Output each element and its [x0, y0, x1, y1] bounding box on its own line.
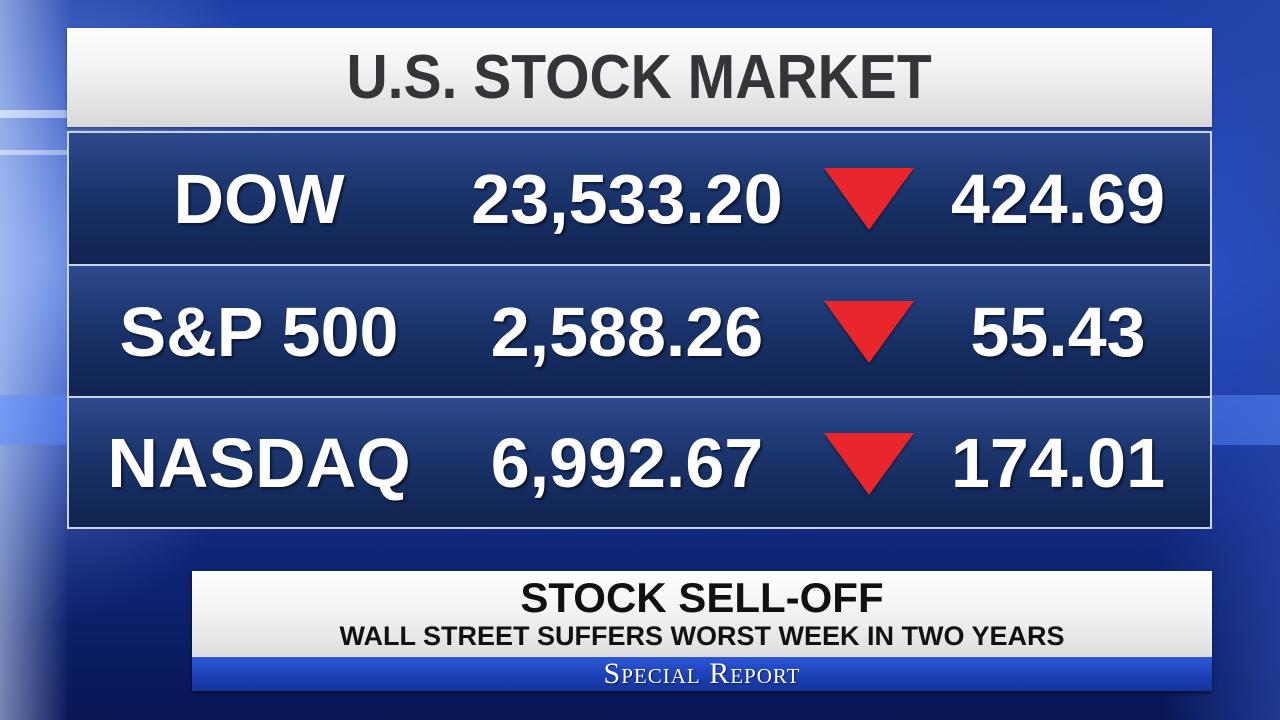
board-title-bar: U.S. STOCK MARKET [67, 28, 1212, 127]
index-value: 2,588.26 [490, 292, 764, 371]
index-row-nasdaq: NASDAQ 6,992.67 174.01 [69, 398, 1210, 527]
lower-third-subheadline: WALL STREET SUFFERS WORST WEEK IN TWO YE… [339, 621, 1065, 651]
down-arrow-icon [824, 168, 914, 230]
index-row-dow: DOW 23,533.20 424.69 [69, 133, 1210, 264]
row-divider [69, 396, 1210, 398]
show-name: Special Report [603, 657, 801, 690]
lower-third-banner: STOCK SELL-OFF WALL STREET SUFFERS WORST… [192, 571, 1212, 691]
lower-third-headline-panel: STOCK SELL-OFF WALL STREET SUFFERS WORST… [192, 571, 1212, 657]
index-name: S&P 500 [119, 292, 399, 371]
index-change: 174.01 [950, 423, 1166, 502]
index-value: 23,533.20 [471, 159, 783, 238]
stock-market-board: U.S. STOCK MARKET DOW 23,533.20 424.69 S… [67, 28, 1212, 529]
index-change: 424.69 [950, 159, 1166, 238]
index-value: 6,992.67 [490, 423, 764, 502]
down-arrow-icon [824, 433, 914, 495]
background-glow-left [0, 0, 70, 720]
row-divider [69, 264, 1210, 266]
down-arrow-icon [824, 301, 914, 363]
lower-third-headline: STOCK SELL-OFF [520, 574, 884, 621]
index-table: DOW 23,533.20 424.69 S&P 500 2,588.26 55… [67, 131, 1212, 529]
board-title: U.S. STOCK MARKET [346, 43, 933, 112]
index-row-sp500: S&P 500 2,588.26 55.43 [69, 266, 1210, 397]
index-name: NASDAQ [107, 423, 411, 502]
index-name: DOW [173, 159, 345, 238]
show-name-bar: Special Report [192, 657, 1212, 691]
index-change: 55.43 [970, 292, 1146, 371]
